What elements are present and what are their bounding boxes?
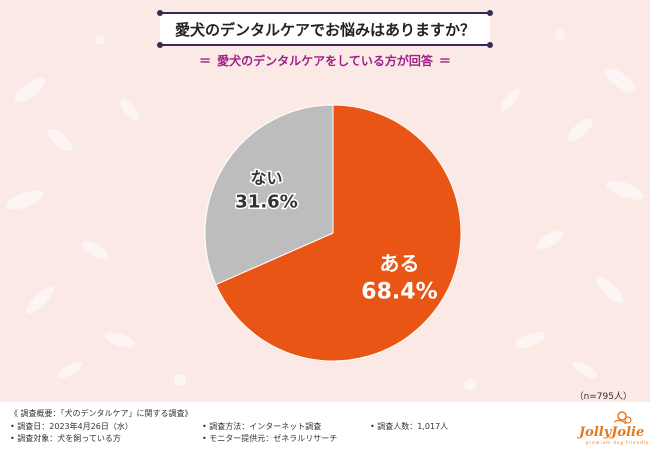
title-dot-bottom-left [157, 42, 163, 48]
logo-subtext: premium dog friendly [586, 440, 650, 445]
subtitle-deco-left: ＝ [199, 54, 212, 68]
jollyjolie-logo [613, 411, 632, 425]
title-dot-bottom-right [487, 42, 493, 48]
pie-value-1: 31.6% [235, 192, 297, 213]
pie-slice-0 [215, 104, 462, 362]
pie-value-0: 68.4% [361, 279, 437, 304]
chart-subtitle-text: 愛犬のデンタルケアをしている方が回答 [217, 54, 433, 68]
chart-title-text: 愛犬のデンタルケアでお悩みはありますか？ [174, 20, 475, 39]
survey-footer: 《 調査概要：「犬のデンタルケア」に関する調査》 • 調査日：2023年4月26… [0, 402, 650, 450]
footer-method: • 調査方法：インターネット調査 [202, 422, 322, 431]
footer-count: • 調査人数：1,017人 [370, 422, 449, 431]
footer-target: • 調査対象：犬を飼っている方 [10, 434, 121, 443]
footer-provider: • モニター提供元：ゼネラルリサーチ [202, 434, 338, 443]
pie-label-0: ある [379, 251, 419, 275]
subtitle-deco-right: ＝ [438, 54, 451, 68]
title-dot-right [487, 10, 493, 16]
chart-title: 愛犬のデンタルケアでお悩みはありますか？ [157, 10, 493, 48]
pie-slice-1 [204, 104, 334, 286]
logo-text: JollyJolie [579, 425, 645, 440]
pie-label-1: ない [251, 169, 283, 188]
sample-size: （n=795人） [574, 392, 632, 402]
chart-subtitle: ＝ 愛犬のデンタルケアをしている方が回答 ＝ [0, 52, 650, 69]
title-dot-left [157, 10, 163, 16]
footer-date: • 調査日：2023年4月26日（水） [10, 422, 133, 431]
footer-overview: 《 調査概要：「犬のデンタルケア」に関する調査》 [10, 409, 193, 418]
